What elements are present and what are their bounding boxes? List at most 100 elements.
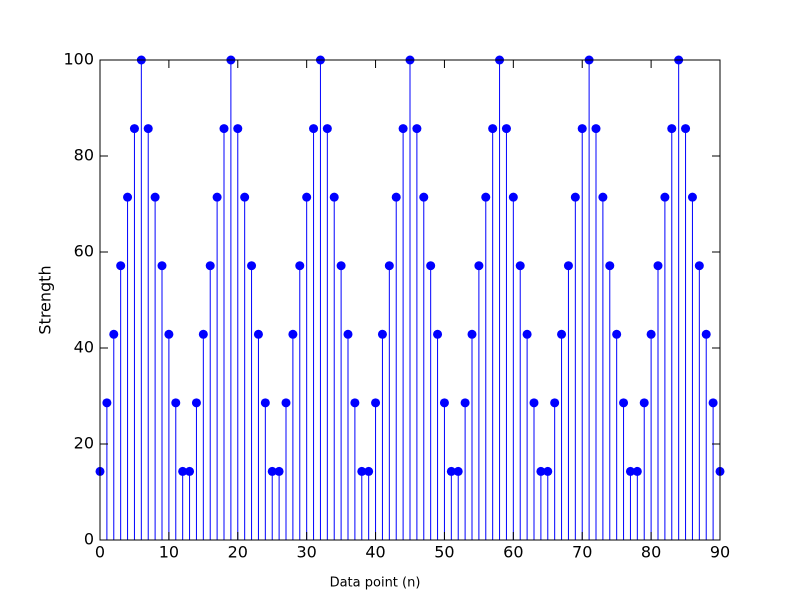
stem-marker — [433, 329, 443, 339]
stem-marker — [453, 466, 463, 476]
stem-marker — [267, 466, 277, 476]
stem-marker — [178, 466, 188, 476]
stem-marker — [398, 124, 408, 134]
stem-marker — [329, 192, 339, 202]
stem-marker — [681, 124, 691, 134]
stem-marker — [391, 192, 401, 202]
stem-marker — [619, 398, 629, 408]
x-tick-label: 20 — [228, 543, 248, 562]
stem-marker — [123, 192, 133, 202]
stem-marker — [460, 398, 470, 408]
stem-marker — [591, 124, 601, 134]
stem-marker — [474, 261, 484, 271]
stem-marker — [336, 261, 346, 271]
stem-marker — [488, 124, 498, 134]
stem-marker — [377, 329, 387, 339]
stem-marker — [708, 398, 718, 408]
stem-marker — [343, 329, 353, 339]
stem-marker — [557, 329, 567, 339]
stem-marker — [439, 398, 449, 408]
stem-marker — [102, 398, 112, 408]
y-tick-label: 0 — [84, 530, 94, 549]
stem-marker — [426, 261, 436, 271]
stem-marker — [522, 329, 532, 339]
stem-marker — [543, 466, 553, 476]
stem-marker — [350, 398, 360, 408]
y-axis-label: Strength — [36, 265, 55, 334]
x-tick-label: 80 — [641, 543, 661, 562]
stem-marker — [577, 124, 587, 134]
stem-marker — [501, 124, 511, 134]
stem-marker — [357, 466, 367, 476]
stem-marker — [288, 329, 298, 339]
stem-marker — [233, 124, 243, 134]
stem-marker — [605, 261, 615, 271]
stem-marker — [295, 261, 305, 271]
stem-marker — [253, 329, 263, 339]
x-tick-label: 0 — [95, 543, 105, 562]
y-tick-label: 80 — [74, 146, 94, 165]
stem-marker — [446, 466, 456, 476]
stem-marker — [550, 398, 560, 408]
stem-marker — [164, 329, 174, 339]
x-tick-label: 90 — [710, 543, 730, 562]
x-tick-label: 70 — [572, 543, 592, 562]
stem-marker — [185, 466, 195, 476]
y-tick-label: 40 — [74, 338, 94, 357]
stem-marker — [247, 261, 257, 271]
y-tick-label: 60 — [74, 242, 94, 261]
stem-marker — [129, 124, 139, 134]
x-tick-label: 30 — [296, 543, 316, 562]
x-axis-label: Data point (n) — [330, 576, 421, 591]
stem-marker — [529, 398, 539, 408]
stem-marker — [660, 192, 670, 202]
stem-marker — [260, 398, 270, 408]
stem-marker — [667, 124, 677, 134]
stem-marker — [687, 192, 697, 202]
x-tick-label: 60 — [503, 543, 523, 562]
stem-marker — [322, 124, 332, 134]
stem-marker — [281, 398, 291, 408]
stem-marker — [515, 261, 525, 271]
stem-marker — [419, 192, 429, 202]
stem-marker — [212, 192, 222, 202]
stem-marker — [198, 329, 208, 339]
stem-marker — [364, 466, 374, 476]
plot-frame — [99, 59, 721, 541]
stem-marker — [570, 192, 580, 202]
stem-marker — [302, 192, 312, 202]
stem-marker — [191, 398, 201, 408]
stem-marker — [481, 192, 491, 202]
stem-marker — [612, 329, 622, 339]
stem-marker — [143, 124, 153, 134]
stem-marker — [171, 398, 181, 408]
x-tick-label: 10 — [159, 543, 179, 562]
stem-marker — [384, 261, 394, 271]
stem-marker — [563, 261, 573, 271]
stem-marker — [116, 261, 126, 271]
stem-marker — [701, 329, 711, 339]
stem-marker — [219, 124, 229, 134]
y-tick-label: 20 — [74, 434, 94, 453]
stem-marker — [694, 261, 704, 271]
x-tick-label: 50 — [434, 543, 454, 562]
x-tick-label: 40 — [365, 543, 385, 562]
stem-marker — [274, 466, 284, 476]
stem-marker — [653, 261, 663, 271]
stem-marker — [157, 261, 167, 271]
stem-marker — [632, 466, 642, 476]
stem-marker — [625, 466, 635, 476]
stem-marker — [508, 192, 518, 202]
y-tick-label: 100 — [63, 50, 94, 69]
stem-marker — [240, 192, 250, 202]
stem-marker — [646, 329, 656, 339]
stem-marker — [536, 466, 546, 476]
stem-marker — [371, 398, 381, 408]
stem-marker — [467, 329, 477, 339]
stem-marker — [412, 124, 422, 134]
stem-marker — [598, 192, 608, 202]
stem-marker — [150, 192, 160, 202]
stem-marker — [309, 124, 319, 134]
